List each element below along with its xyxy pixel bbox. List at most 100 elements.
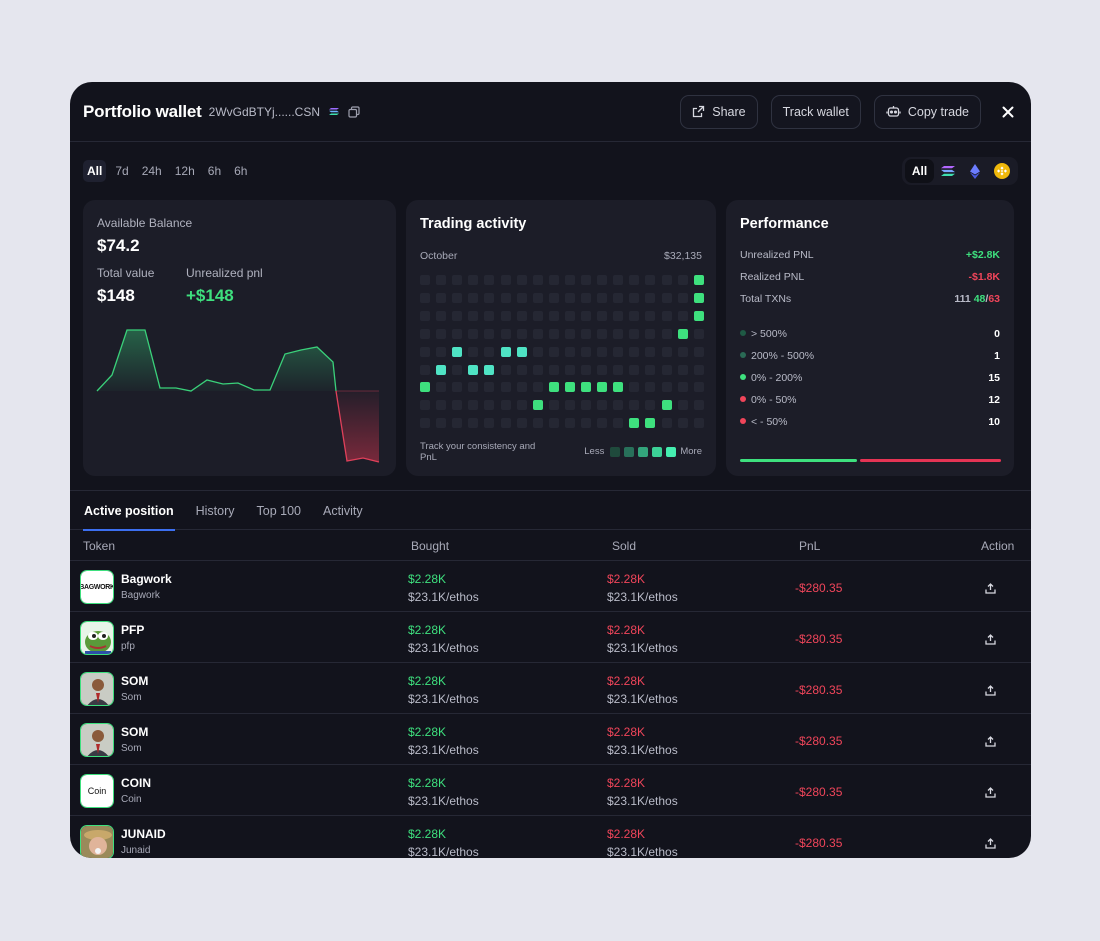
time-filter-12h[interactable]: 12h: [174, 164, 195, 178]
pnl-bucket-label: < - 50%: [740, 416, 787, 428]
activity-cell: [564, 382, 575, 393]
share-icon[interactable]: [985, 632, 996, 650]
activity-cell: [645, 400, 656, 411]
copy-trade-label: Copy trade: [907, 104, 969, 119]
position-tabs: Active position History Top 100 Activity: [70, 490, 1031, 531]
token-avatar: [80, 723, 114, 757]
table-row[interactable]: SOM Som $2.28K $23.1K/ethos $2.28K $23.1K/eth…: [70, 663, 1031, 714]
track-wallet-button[interactable]: Track wallet: [770, 94, 861, 129]
activity-cell: [484, 275, 495, 285]
share-button[interactable]: Share: [680, 94, 758, 129]
share-icon[interactable]: [985, 734, 996, 752]
share-icon[interactable]: [985, 836, 996, 854]
activity-cell: [661, 292, 672, 303]
pnl-value: -$280.35: [795, 581, 843, 595]
table-row[interactable]: BAGWORK Bagwork Bagwork $2.28K $23.1K/ethos $…: [70, 561, 1031, 612]
time-filter-6h[interactable]: 6h: [207, 164, 222, 178]
activity-cell: [661, 400, 672, 411]
external-link-icon: [693, 105, 705, 118]
tab-activity[interactable]: Activity: [322, 503, 363, 518]
pnl-bucket-row: 0% - 50% 12: [740, 394, 1000, 406]
time-filter-6h-2[interactable]: 6h: [234, 164, 248, 178]
activity-cell: [581, 364, 591, 375]
activity-cell: [661, 382, 672, 393]
pnl-bucket-label: 0% - 200%: [740, 372, 802, 384]
bought-sub: $23.1K/ethos: [408, 794, 479, 808]
share-label: Share: [712, 104, 746, 119]
unrealized-pnl-row: Unrealized PNL +$2.8K: [740, 249, 1000, 261]
share-icon[interactable]: [985, 683, 996, 701]
bucket-label-text: 0% - 200%: [751, 372, 803, 384]
modal-header: Portfolio wallet 2WvGdBTYj......CSN Shar…: [70, 82, 1031, 142]
solana-icon[interactable]: [934, 159, 961, 183]
copy-trade-button[interactable]: Copy trade: [873, 94, 981, 129]
activity-cell: [581, 292, 591, 303]
txns-total: 111: [954, 293, 971, 305]
table-row[interactable]: PFP pfp $2.28K $23.1K/ethos $2.28K $23.1K/eth…: [70, 612, 1031, 663]
activity-cell: [661, 275, 672, 285]
activity-cell: [548, 364, 559, 375]
activity-cell: [468, 292, 479, 303]
activity-cell: [532, 382, 543, 393]
activity-cell: [613, 328, 624, 339]
time-filter-24h[interactable]: 24h: [141, 164, 162, 178]
trading-activity-title: Trading activity: [420, 216, 527, 232]
activity-cell: [436, 418, 447, 429]
activity-cell: [677, 418, 688, 429]
activity-cell: [597, 275, 608, 285]
token-avatar: [80, 672, 114, 706]
activity-cell: [436, 382, 447, 393]
tab-active-position[interactable]: Active position: [83, 491, 175, 531]
time-filter-all[interactable]: All: [83, 160, 107, 182]
table-row[interactable]: SOM Som $2.28K $23.1K/ethos $2.28K $23.1K/eth…: [70, 714, 1031, 765]
summary-cards: Available Balance $74.2 Total value $148…: [70, 200, 1031, 476]
activity-cell: [677, 364, 688, 375]
activity-cell: [629, 400, 640, 411]
activity-cell: [452, 400, 463, 411]
share-icon[interactable]: [985, 581, 996, 599]
bought-value: $2.28K: [408, 623, 447, 637]
tab-history[interactable]: History: [195, 503, 235, 518]
activity-cell: [581, 310, 591, 321]
activity-cell: [597, 382, 608, 393]
chain-filter-all[interactable]: All: [905, 159, 934, 183]
bnb-icon[interactable]: [988, 159, 1015, 183]
activity-cell: [500, 364, 511, 375]
activity-cell: [516, 292, 527, 303]
bought-value: $2.28K: [408, 725, 447, 739]
bucket-label-text: 200% - 500%: [751, 350, 815, 362]
pnl-bucket-count: 15: [988, 372, 1000, 384]
activity-cell: [629, 292, 640, 303]
activity-cell: [645, 418, 656, 429]
ethereum-icon[interactable]: [961, 159, 988, 183]
copy-address-icon[interactable]: [348, 105, 360, 118]
bought-sub: $23.1K/ethos: [408, 590, 479, 604]
activity-cell: [516, 364, 527, 375]
bucket-dot: [740, 374, 746, 381]
sold-sub: $23.1K/ethos: [607, 794, 678, 808]
activity-cell: [436, 310, 447, 321]
activity-cell: [548, 418, 559, 429]
activity-cell: [564, 418, 575, 429]
activity-cell: [436, 400, 447, 411]
col-pnl: PnL: [799, 539, 821, 553]
activity-cell: [564, 310, 575, 321]
activity-cell: [661, 310, 672, 321]
pnl-bucket-count: 0: [994, 328, 1000, 340]
activity-cell: [452, 310, 463, 321]
activity-cell: [693, 418, 704, 429]
share-icon[interactable]: [985, 785, 996, 803]
activity-cell: [548, 382, 559, 393]
time-filter-7d[interactable]: 7d: [115, 164, 129, 178]
close-icon[interactable]: [999, 103, 1017, 121]
bought-value: $2.28K: [408, 674, 447, 688]
bought-value: $2.28K: [408, 572, 447, 586]
total-txns-value: 111 48/63: [954, 293, 1000, 305]
table-row[interactable]: Coin COIN Coin $2.28K $23.1K/ethos $2.28K $23.…: [70, 765, 1031, 816]
tab-top-100[interactable]: Top 100: [256, 503, 301, 518]
txns-sell: 63: [988, 293, 1000, 305]
token-avatar: Coin: [80, 774, 114, 808]
activity-cell: [500, 328, 511, 339]
table-row[interactable]: JUNAID Junaid $2.28K $23.1K/ethos $2.28K $23.…: [70, 816, 1031, 858]
token-avatar: [80, 621, 114, 655]
